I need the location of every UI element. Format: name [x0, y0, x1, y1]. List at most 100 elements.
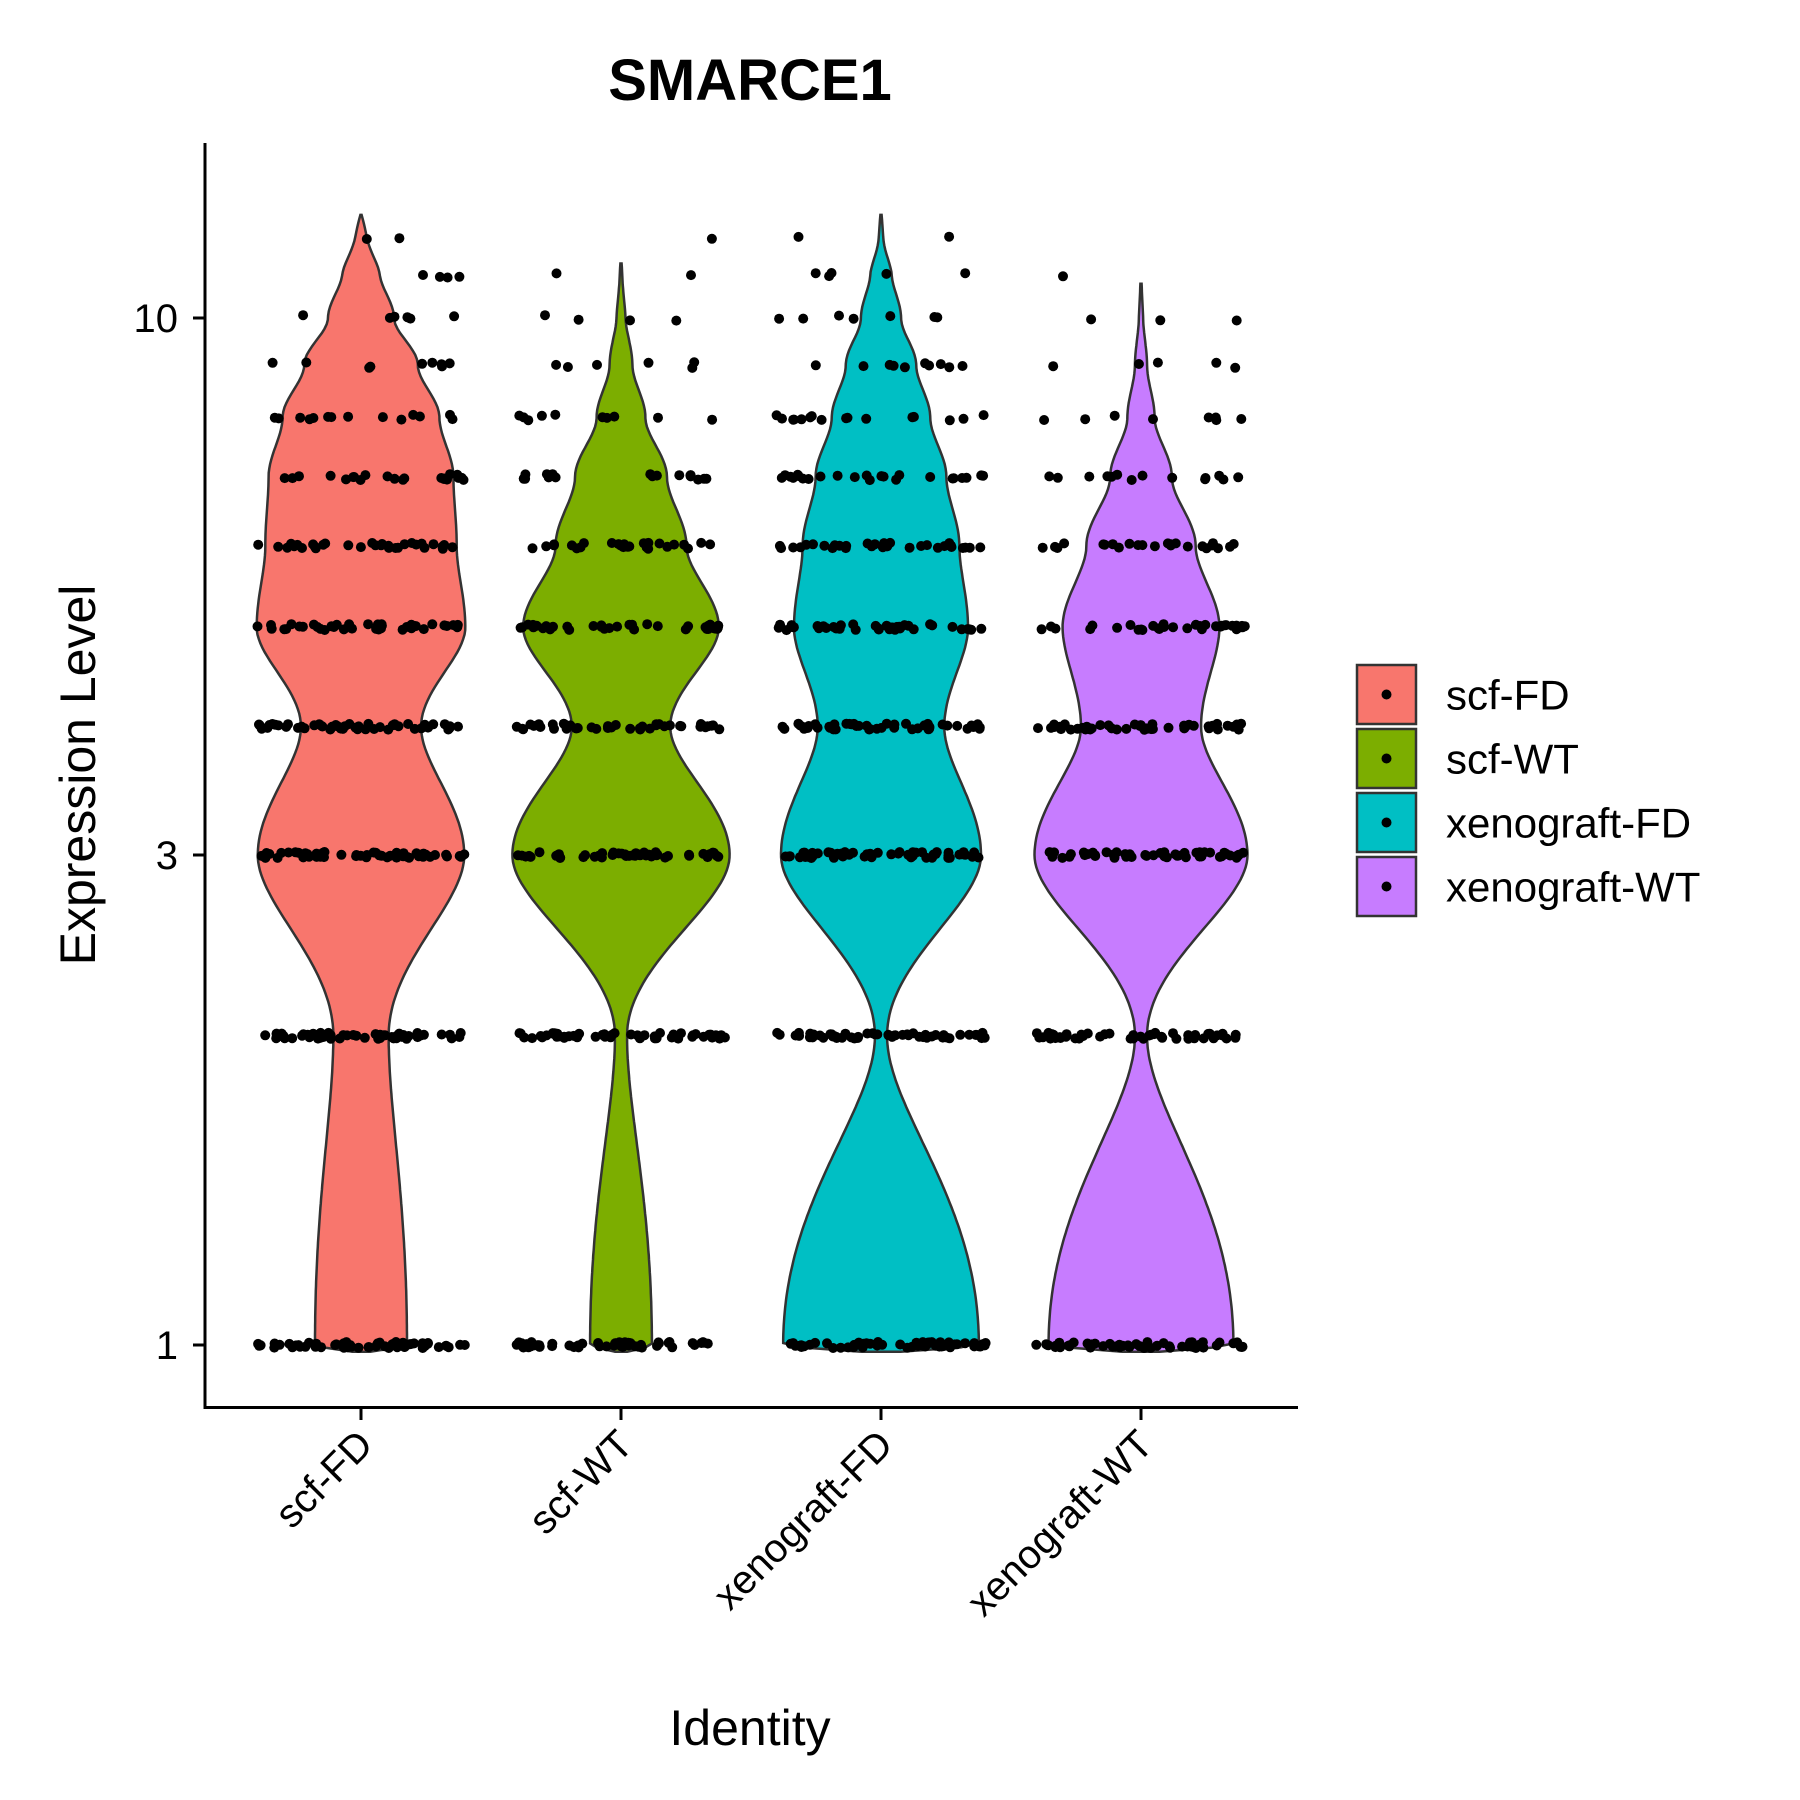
- data-point: [418, 270, 428, 280]
- data-point: [382, 471, 393, 482]
- data-point: [663, 851, 673, 861]
- data-point: [346, 1341, 357, 1352]
- data-point: [907, 847, 918, 858]
- data-point: [273, 413, 284, 424]
- data-point: [436, 1029, 447, 1040]
- data-point: [912, 723, 923, 734]
- data-point: [1031, 1339, 1042, 1350]
- data-point: [1095, 1031, 1106, 1042]
- data-point: [799, 723, 810, 734]
- data-point: [379, 1341, 390, 1352]
- data-point: [394, 233, 405, 244]
- data-point: [696, 537, 707, 548]
- data-point: [1219, 620, 1230, 631]
- data-point: [1142, 1337, 1153, 1348]
- data-point: [881, 268, 892, 279]
- data-point: [775, 619, 785, 630]
- data-point: [575, 542, 586, 553]
- data-point: [961, 472, 972, 483]
- data-point: [620, 849, 631, 860]
- data-point: [564, 1340, 575, 1351]
- data-point: [872, 847, 883, 858]
- data-point: [704, 849, 715, 860]
- data-point: [269, 1338, 280, 1349]
- data-point: [865, 724, 875, 734]
- data-point: [551, 268, 562, 279]
- data-point: [1034, 1032, 1045, 1043]
- data-point: [649, 1031, 660, 1042]
- data-point: [338, 1030, 349, 1041]
- data-point: [927, 852, 938, 863]
- data-point: [1098, 539, 1109, 550]
- legend-point-icon: [1381, 817, 1392, 828]
- data-point: [772, 1027, 783, 1038]
- data-point: [320, 538, 331, 549]
- data-point: [815, 471, 826, 482]
- data-point: [784, 851, 794, 862]
- data-point: [319, 847, 330, 857]
- data-point: [391, 850, 401, 860]
- data-point: [453, 721, 463, 732]
- data-point: [555, 852, 566, 863]
- data-point: [797, 473, 808, 484]
- data-point: [652, 621, 663, 632]
- data-point: [1058, 271, 1068, 282]
- data-point: [1133, 359, 1144, 369]
- data-point: [547, 1338, 558, 1349]
- data-point: [664, 720, 675, 731]
- data-point: [535, 1031, 546, 1041]
- data-point: [834, 310, 844, 321]
- data-point: [1182, 541, 1193, 552]
- violin-scf-WT: [511, 262, 731, 1353]
- data-point: [1052, 472, 1063, 483]
- data-point: [848, 313, 859, 324]
- data-point: [1137, 540, 1148, 551]
- data-point: [401, 1033, 412, 1044]
- data-point: [549, 540, 559, 551]
- data-point: [290, 847, 301, 858]
- data-point: [362, 850, 372, 860]
- data-point: [1140, 850, 1151, 860]
- data-point: [837, 1032, 848, 1043]
- data-point: [1126, 475, 1137, 485]
- data-point: [946, 540, 956, 551]
- data-point: [559, 1032, 570, 1043]
- data-point: [1107, 539, 1118, 550]
- data-point: [299, 723, 310, 734]
- data-point: [562, 362, 573, 372]
- data-point: [439, 540, 450, 550]
- data-point: [1155, 315, 1166, 326]
- data-point: [683, 621, 694, 632]
- data-point: [1233, 850, 1244, 861]
- data-point: [1047, 851, 1058, 862]
- data-point: [641, 542, 652, 553]
- data-point: [1179, 723, 1190, 734]
- data-point: [1170, 538, 1181, 549]
- data-point: [1037, 542, 1048, 553]
- data-point: [264, 720, 275, 730]
- data-point: [1136, 624, 1147, 635]
- data-point: [1211, 1340, 1222, 1351]
- data-point: [1157, 1032, 1168, 1043]
- data-point: [964, 1029, 975, 1040]
- data-point: [793, 231, 804, 242]
- data-point: [686, 270, 696, 281]
- data-point: [1211, 357, 1222, 368]
- data-point: [881, 620, 892, 631]
- data-point: [606, 538, 617, 548]
- data-point: [361, 234, 372, 244]
- data-point: [1103, 720, 1114, 731]
- data-point: [417, 1343, 428, 1353]
- data-point: [685, 470, 696, 481]
- data-point: [371, 1341, 382, 1352]
- data-point: [541, 469, 552, 480]
- data-point: [1216, 851, 1227, 862]
- data-point: [796, 414, 807, 425]
- data-point: [1135, 1031, 1146, 1042]
- data-point: [869, 539, 880, 550]
- data-point: [804, 1032, 815, 1043]
- data-point: [788, 414, 799, 425]
- data-point: [325, 470, 336, 481]
- data-point: [799, 1341, 810, 1352]
- data-point: [1114, 1342, 1125, 1353]
